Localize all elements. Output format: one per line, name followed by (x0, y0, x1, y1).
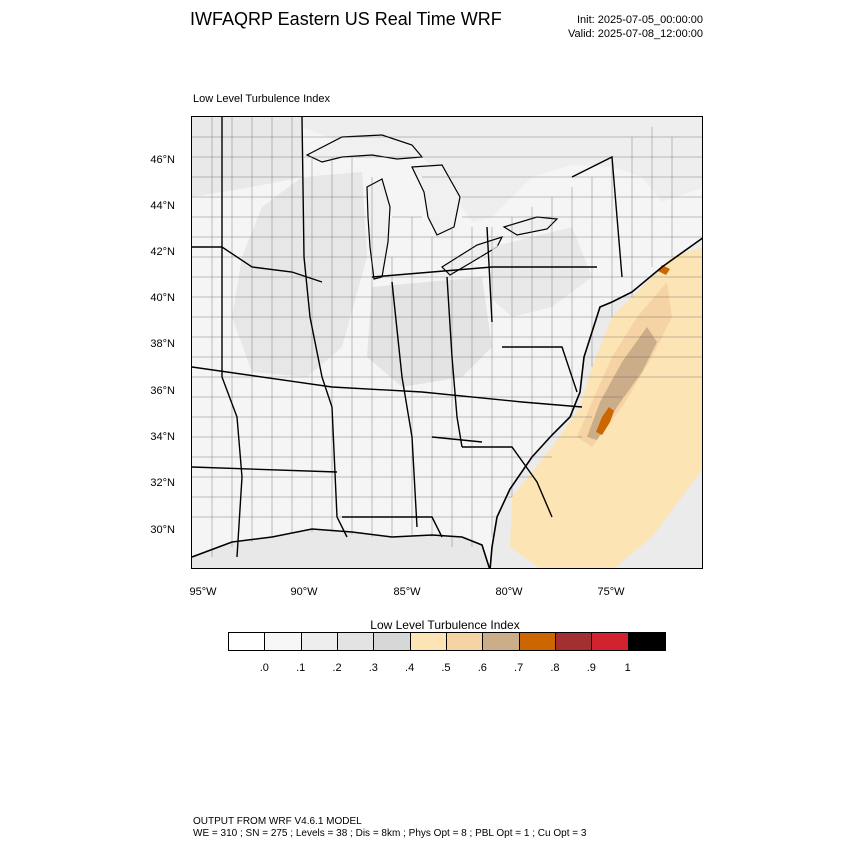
colorbar-label-4: .4 (405, 662, 415, 674)
map-svg (192, 117, 702, 568)
lat-label-46: 46°N (150, 154, 175, 166)
lat-label-38: 38°N (150, 338, 175, 350)
model-info-footer: OUTPUT FROM WRF V4.6.1 MODEL WE = 310 ; … (193, 816, 586, 840)
turbulence-shade-appalachia (490, 227, 592, 317)
turbulence-band-08 (596, 407, 614, 435)
colorbar-box-3 (337, 633, 375, 650)
colorbar-label-7: .7 (514, 662, 524, 674)
county-grid (192, 117, 702, 557)
lon-label-85: 85°W (393, 586, 421, 598)
turbulence-shade-ohio-valley (367, 277, 492, 387)
colorbar-label-0: .0 (259, 662, 269, 674)
lon-label-75: 75°W (597, 586, 625, 598)
colorbar-box-0 (229, 633, 266, 650)
colorbar-box-1 (265, 633, 302, 650)
colorbar-box-8 (519, 633, 556, 650)
turbulence-band-gulf-maine (670, 247, 702, 267)
colorbar-label-2: .2 (332, 662, 342, 674)
lake-huron (411, 164, 461, 236)
colorbar-box-4 (374, 633, 411, 650)
lon-label-95: 95°W (189, 586, 217, 598)
panel-title: Low Level Turbulence Index (193, 93, 330, 105)
colorbar-label-5: .5 (441, 662, 451, 674)
colorbar-box-10 (592, 633, 629, 650)
lon-label-80: 80°W (495, 586, 523, 598)
colorbar-title: Low Level Turbulence Index (370, 618, 520, 632)
turbulence-band-07 (587, 327, 657, 440)
colorbar-label-1: .1 (296, 662, 306, 674)
lat-label-36: 36°N (150, 385, 175, 397)
footer-line-2: WE = 310 ; SN = 275 ; Levels = 38 ; Dis … (193, 828, 587, 839)
lat-label-42: 42°N (150, 246, 175, 258)
lat-label-44: 44°N (150, 200, 175, 212)
main-title: IWFAQRP Eastern US Real Time WRF (190, 9, 502, 29)
colorbar-label-8: .8 (550, 662, 560, 674)
colorbar-box-5 (410, 633, 447, 650)
colorbar-box-11 (628, 633, 665, 650)
colorbar (228, 632, 666, 651)
lat-label-32: 32°N (150, 477, 175, 489)
colorbar-box-6 (446, 633, 484, 650)
colorbar-label-10: 1 (624, 662, 631, 674)
colorbar-box-7 (483, 633, 520, 650)
colorbar-box-9 (555, 633, 593, 650)
lat-label-40: 40°N (150, 292, 175, 304)
map-panel (191, 116, 703, 569)
colorbar-label-6: .6 (477, 662, 487, 674)
init-time: Init: 2025-07-05_00:00:00 (577, 14, 703, 26)
lat-label-34: 34°N (150, 431, 175, 443)
timestamps: Init: 2025-07-05_00:00:00 Valid: 2025-07… (568, 13, 703, 41)
colorbar-box-2 (301, 633, 338, 650)
colorbar-label-9: .9 (586, 662, 596, 674)
valid-time: Valid: 2025-07-08_12:00:00 (568, 28, 703, 40)
footer-line-1: OUTPUT FROM WRF V4.6.1 MODEL (193, 816, 362, 827)
lat-label-30: 30°N (150, 524, 175, 536)
lon-label-90: 90°W (290, 586, 318, 598)
gulf-of-mexico (192, 529, 490, 568)
state-borders (192, 117, 623, 558)
colorbar-label-3: .3 (368, 662, 378, 674)
coastline (192, 237, 702, 568)
